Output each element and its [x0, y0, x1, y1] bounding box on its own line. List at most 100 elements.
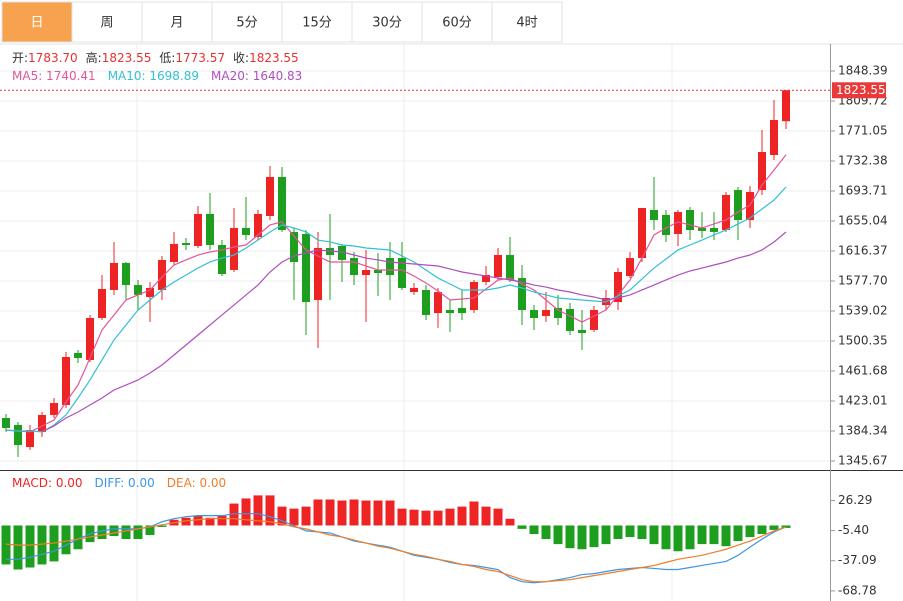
macd-bar — [205, 517, 215, 526]
tab[interactable] — [141, 1, 213, 43]
macd-bar — [73, 525, 83, 550]
legend-entry: DIFF: 0.00 — [95, 476, 155, 490]
candle-body — [182, 242, 190, 245]
tab[interactable] — [491, 1, 563, 43]
tab-label[interactable]: 日 — [30, 16, 43, 31]
candle-body — [110, 262, 118, 290]
macd-bar — [565, 525, 575, 549]
candle-body — [242, 228, 250, 235]
macd-bar — [397, 508, 407, 526]
macd-bar — [541, 525, 551, 540]
legend-entry: MA5: 1740.41 — [12, 69, 96, 83]
macd-bar — [493, 508, 503, 526]
macd-bar — [505, 518, 515, 526]
plot-area — [0, 70, 830, 584]
tab-label[interactable]: 周 — [100, 16, 113, 31]
candle-body — [170, 243, 178, 262]
macd-bar — [193, 515, 203, 526]
candle-body — [782, 90, 790, 122]
candle-body — [194, 213, 202, 247]
macd-bar — [769, 525, 779, 530]
candle-body — [254, 213, 262, 238]
macd-bar — [265, 495, 275, 526]
candle-body — [590, 310, 598, 330]
macd-bar — [577, 525, 587, 550]
macd-bar — [277, 506, 287, 526]
tab-label[interactable]: 15分 — [302, 16, 332, 31]
candle-body — [614, 271, 622, 303]
candle-body — [566, 309, 574, 331]
candle-body — [362, 269, 370, 276]
candle-body — [230, 228, 238, 270]
tab-label[interactable]: 5分 — [236, 16, 257, 31]
candle-body — [98, 288, 106, 319]
indicator-line — [5, 518, 787, 583]
candle-body — [734, 189, 742, 221]
tab[interactable] — [281, 1, 353, 43]
macd-bar — [757, 525, 767, 535]
tab[interactable] — [211, 1, 283, 43]
macd-bar — [589, 525, 599, 548]
candle-body — [350, 258, 358, 276]
candle-body — [470, 282, 478, 311]
macd-bar — [529, 525, 539, 535]
candle-body — [422, 289, 430, 315]
info-value: 1773.57 — [175, 51, 225, 65]
info-label: 收: — [233, 51, 249, 65]
candle-body — [86, 318, 94, 360]
macd-bar — [157, 525, 167, 527]
candle-body — [494, 255, 502, 278]
indicator-line — [5, 154, 787, 433]
candle-body — [638, 207, 646, 259]
macd-bar — [625, 525, 635, 538]
candle-body — [374, 269, 382, 274]
ma-legend: MA5: 1740.41 MA10: 1698.89 MA20: 1640.83 — [12, 69, 302, 83]
macd-bar — [457, 506, 467, 526]
macd-bar — [553, 525, 563, 545]
macd-bar — [697, 525, 707, 545]
candle-body — [26, 430, 34, 448]
candle-body — [482, 275, 490, 283]
info-label: 高: — [86, 50, 102, 65]
candle-body — [674, 212, 682, 234]
macd-bar — [301, 506, 311, 526]
macd-bar — [601, 525, 611, 545]
macd-bar — [421, 510, 431, 526]
macd-bar — [409, 509, 419, 526]
candle-body — [290, 231, 298, 262]
candle-body — [446, 310, 454, 314]
macd-bar — [781, 525, 791, 528]
tab-label[interactable]: 4时 — [516, 16, 537, 31]
macd-bar — [25, 525, 35, 568]
candle-body — [134, 285, 142, 295]
tab[interactable] — [421, 1, 493, 43]
candle-body — [686, 210, 694, 231]
candle-body — [206, 213, 214, 245]
macd-bar — [109, 525, 119, 537]
candle-body — [458, 307, 466, 314]
y-tick-label: 1693.71 — [838, 183, 888, 197]
tab[interactable] — [351, 1, 423, 43]
indicator-line — [5, 186, 787, 433]
candle-body — [434, 292, 442, 314]
y-tick-label: 1655.04 — [838, 213, 888, 227]
legend-entry: MACD: 0.00 — [12, 476, 83, 490]
y-tick-label: 26.29 — [838, 493, 872, 507]
y-tick-label: -68.78 — [838, 583, 877, 597]
macd-bar — [253, 495, 263, 526]
candle-body — [62, 357, 70, 405]
candle-body — [650, 210, 658, 221]
macd-bar — [241, 498, 251, 526]
macd-bar — [373, 500, 383, 526]
tab-label[interactable]: 30分 — [372, 16, 402, 31]
candle-body — [626, 258, 634, 277]
tab-label[interactable]: 60分 — [442, 16, 472, 31]
candle-body — [554, 307, 562, 319]
candle-body — [38, 414, 46, 432]
macd-bar — [181, 517, 191, 526]
tab[interactable] — [71, 1, 143, 43]
candle-body — [50, 403, 58, 415]
indicator-line — [41, 231, 787, 433]
y-tick-label: 1539.02 — [838, 304, 888, 318]
tab-label[interactable]: 月 — [170, 16, 183, 31]
